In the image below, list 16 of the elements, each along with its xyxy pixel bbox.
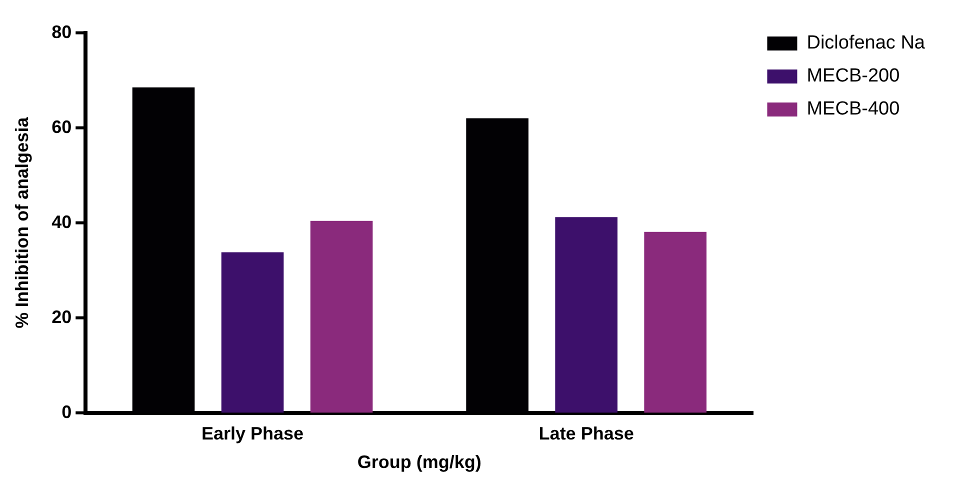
y-axis-title: % Inhibition of analgesia	[12, 116, 32, 328]
x-axis-title: Group (mg/kg)	[357, 452, 482, 472]
bar	[310, 220, 373, 413]
legend-label: MECB-400	[806, 98, 900, 120]
bar	[644, 232, 706, 413]
y-tick-label: 20	[52, 306, 72, 327]
y-tick-label: 40	[52, 212, 72, 232]
y-tick-label: 60	[52, 116, 72, 137]
legend-label: MECB-200	[806, 66, 900, 87]
y-tick-label: 80	[52, 22, 72, 42]
bar	[221, 252, 284, 413]
legend-label: Diclofenac Na	[806, 32, 926, 54]
y-tick-label: 0	[62, 402, 72, 422]
x-tick-label: Early Phase	[201, 424, 304, 444]
bar	[555, 217, 618, 413]
x-tick-label: Late Phase	[538, 424, 634, 444]
